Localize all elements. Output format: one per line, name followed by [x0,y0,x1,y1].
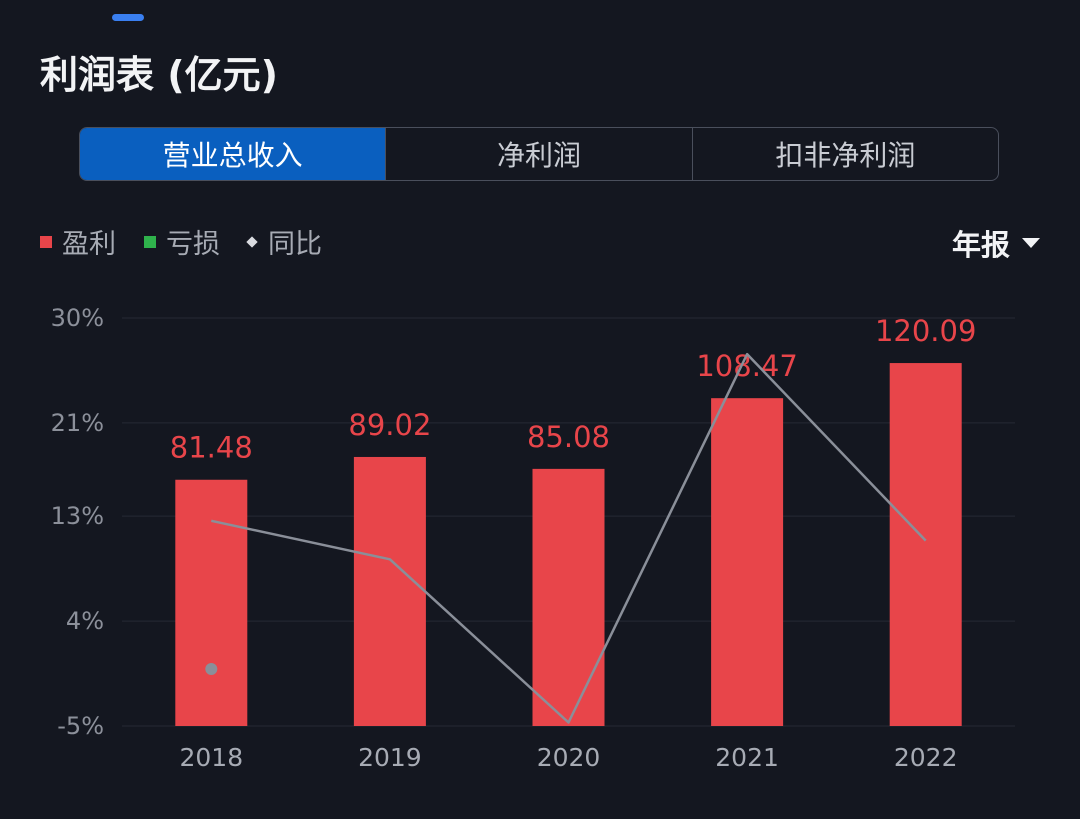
bar-value-label: 120.09 [875,314,976,348]
legend-loss: 亏损 [144,222,220,261]
y-tick-label: 4% [66,607,104,635]
bar-value-label: 85.08 [527,420,610,454]
loss-swatch-icon [144,235,156,248]
bar-value-label: 81.48 [170,431,253,465]
yoy-marker-dot [205,663,218,675]
y-tick-label: 21% [51,409,104,437]
page-title: 利润表 (亿元) [40,53,278,97]
period-selector[interactable]: 年报 [952,222,1040,264]
bar [711,398,784,726]
legend-yoy: 同比 [246,222,322,261]
legend-profit-label: 盈利 [62,229,116,260]
bar [175,479,248,726]
x-tick-label: 2021 [715,743,779,772]
profit-swatch-icon [40,235,52,248]
chart-legend: 盈利 亏损 同比 [40,222,350,261]
legend-loss-label: 亏损 [166,229,220,260]
metric-tabs: 营业总收入 净利润 扣非净利润 [79,127,999,181]
y-tick-label: -5% [57,712,104,740]
x-tick-label: 2022 [894,743,958,772]
tab-total-revenue[interactable]: 营业总收入 [80,128,387,180]
bar [353,456,426,726]
tab-deducted-net-profit[interactable]: 扣非净利润 [775,139,916,172]
top-indicator [112,14,144,21]
bar-value-label: 89.02 [348,408,431,442]
bar [532,468,605,726]
tab-net-profit[interactable]: 净利润 [386,128,693,180]
bar [889,363,962,726]
y-tick-label: 13% [51,502,104,530]
x-tick-label: 2019 [358,743,422,772]
legend-profit: 盈利 [40,222,116,261]
period-selector-label: 年报 [951,228,1010,262]
x-tick-label: 2018 [179,743,243,772]
legend-yoy-label: 同比 [268,229,322,260]
y-tick-label: 30% [51,304,104,332]
x-tick-label: 2020 [537,743,601,772]
caret-down-icon [1022,238,1040,248]
